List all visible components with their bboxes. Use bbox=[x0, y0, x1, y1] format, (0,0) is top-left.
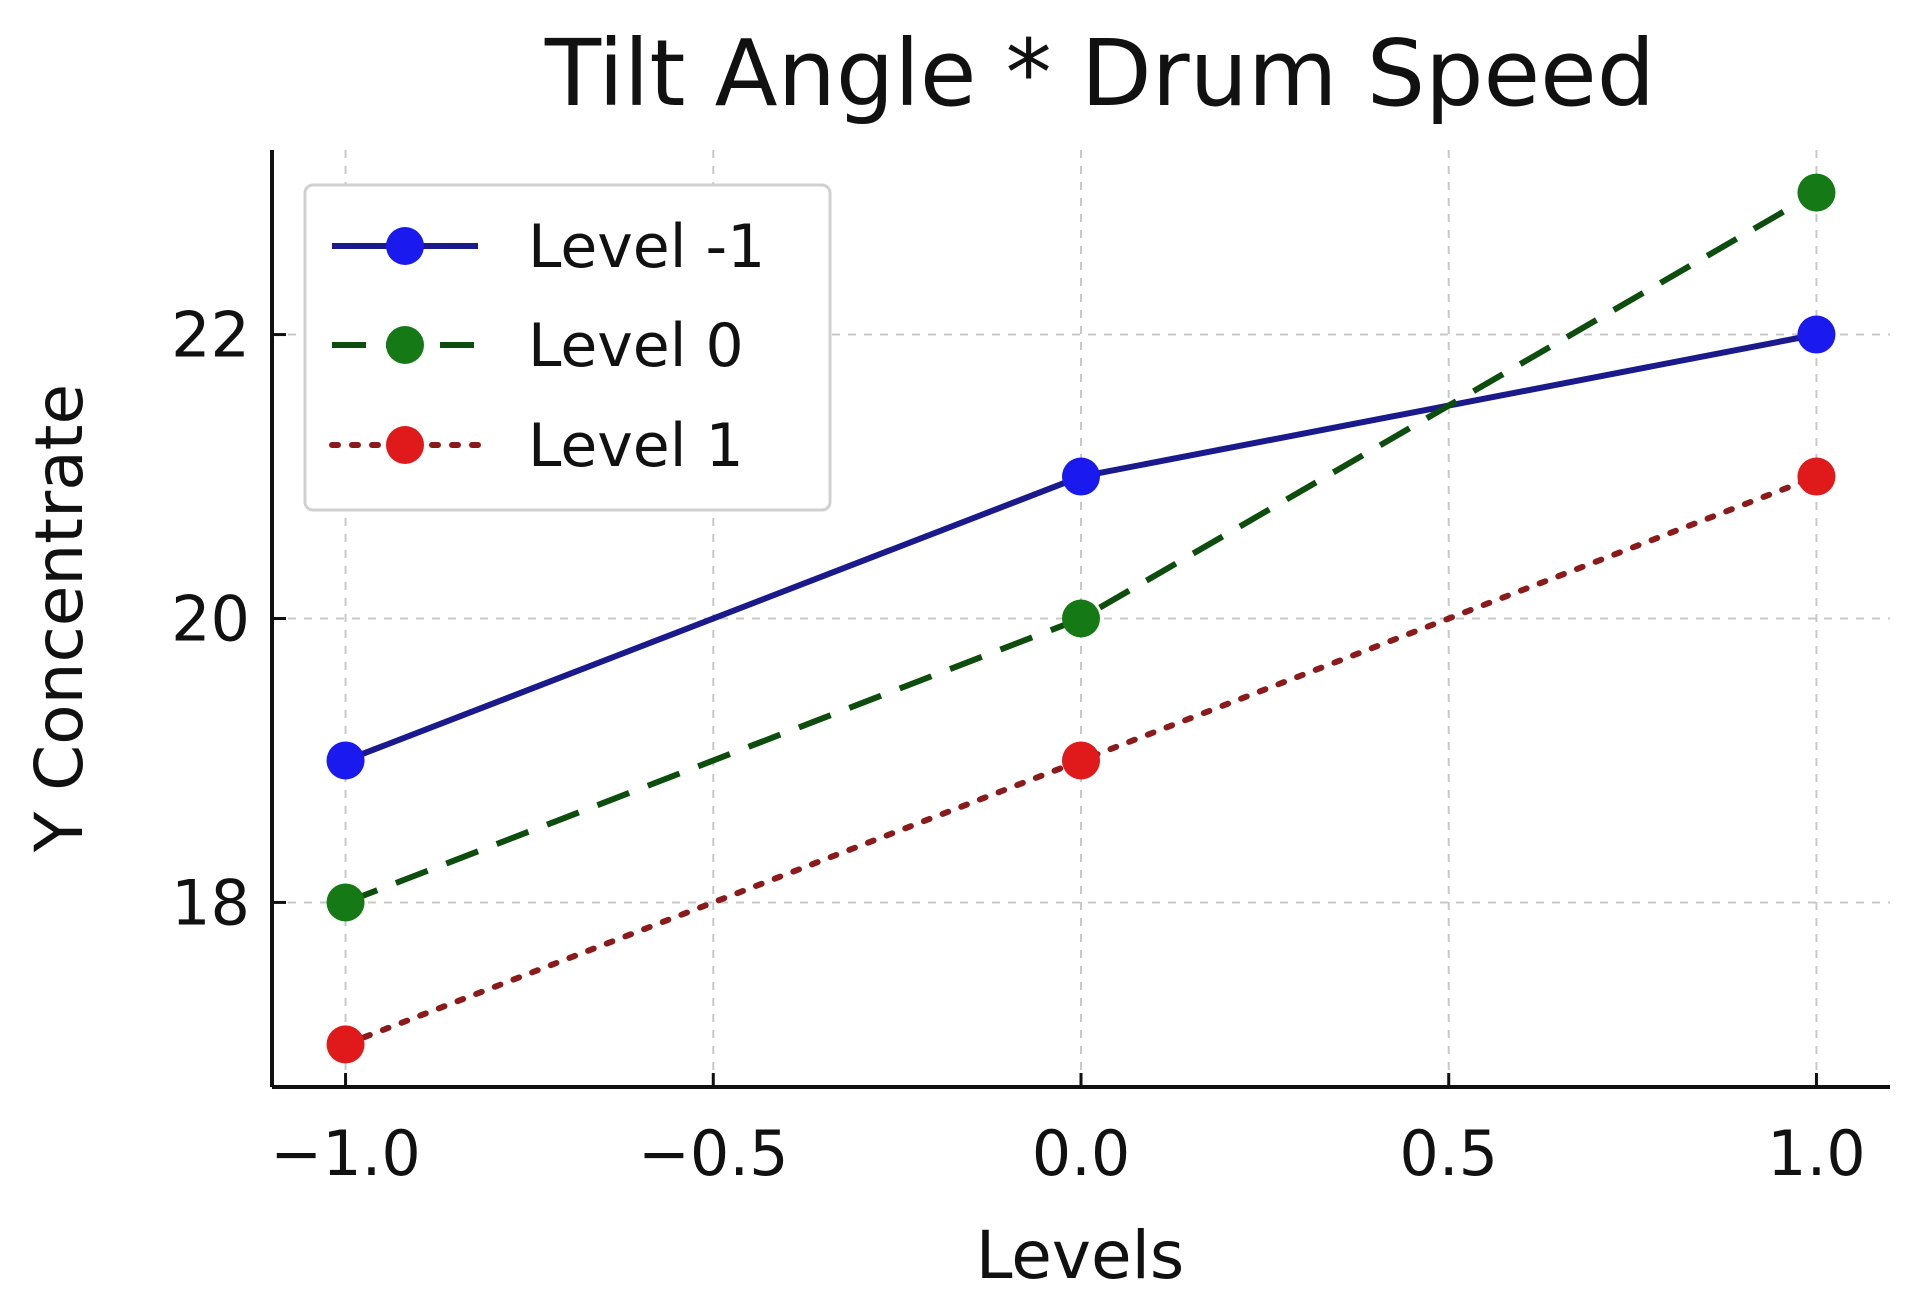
data-point bbox=[1797, 315, 1836, 354]
x-tick-label: −1.0 bbox=[270, 1117, 421, 1190]
x-axis-label: Levels bbox=[976, 1217, 1185, 1294]
legend: Level -1 Level 0 Level 1 bbox=[303, 183, 832, 512]
legend-box bbox=[303, 183, 832, 512]
legend-label: Level -1 bbox=[528, 212, 765, 282]
legend-entry: Level 1 bbox=[329, 411, 744, 481]
data-point bbox=[1797, 457, 1836, 496]
legend-marker-swatch bbox=[386, 426, 424, 464]
y-tick-label: 18 bbox=[171, 866, 250, 939]
y-tick-label: 22 bbox=[171, 299, 250, 372]
series-0 bbox=[326, 315, 1836, 780]
data-point bbox=[1062, 457, 1100, 496]
series-layer bbox=[326, 173, 1836, 1064]
x-tick-label: 0.5 bbox=[1399, 1117, 1498, 1190]
legend-label: Level 1 bbox=[528, 411, 744, 481]
data-point bbox=[326, 1025, 365, 1064]
y-axis-label: Y Concentrate bbox=[21, 384, 98, 853]
x-tick-label: −0.5 bbox=[638, 1117, 789, 1190]
x-tick-label: 1.0 bbox=[1767, 1117, 1866, 1190]
data-point bbox=[326, 883, 365, 922]
series-2 bbox=[326, 457, 1836, 1064]
chart-title: Tilt Angle * Drum Speed bbox=[544, 20, 1655, 127]
legend-marker-swatch bbox=[386, 227, 424, 265]
series-1 bbox=[326, 173, 1836, 922]
data-point bbox=[1062, 741, 1100, 780]
legend-entry: Level -1 bbox=[332, 212, 765, 282]
y-tick-label: 20 bbox=[171, 583, 250, 656]
data-point bbox=[1062, 599, 1100, 638]
legend-label: Level 0 bbox=[528, 311, 744, 381]
legend-entry: Level 0 bbox=[332, 311, 744, 381]
data-point bbox=[1797, 173, 1836, 212]
legend-marker-swatch bbox=[386, 326, 424, 364]
data-point bbox=[326, 741, 365, 780]
x-tick-label: 0.0 bbox=[1032, 1117, 1131, 1190]
ticks: −1.0 −0.5 0.0 0.5 1.0 18 20 22 bbox=[171, 299, 1866, 1190]
